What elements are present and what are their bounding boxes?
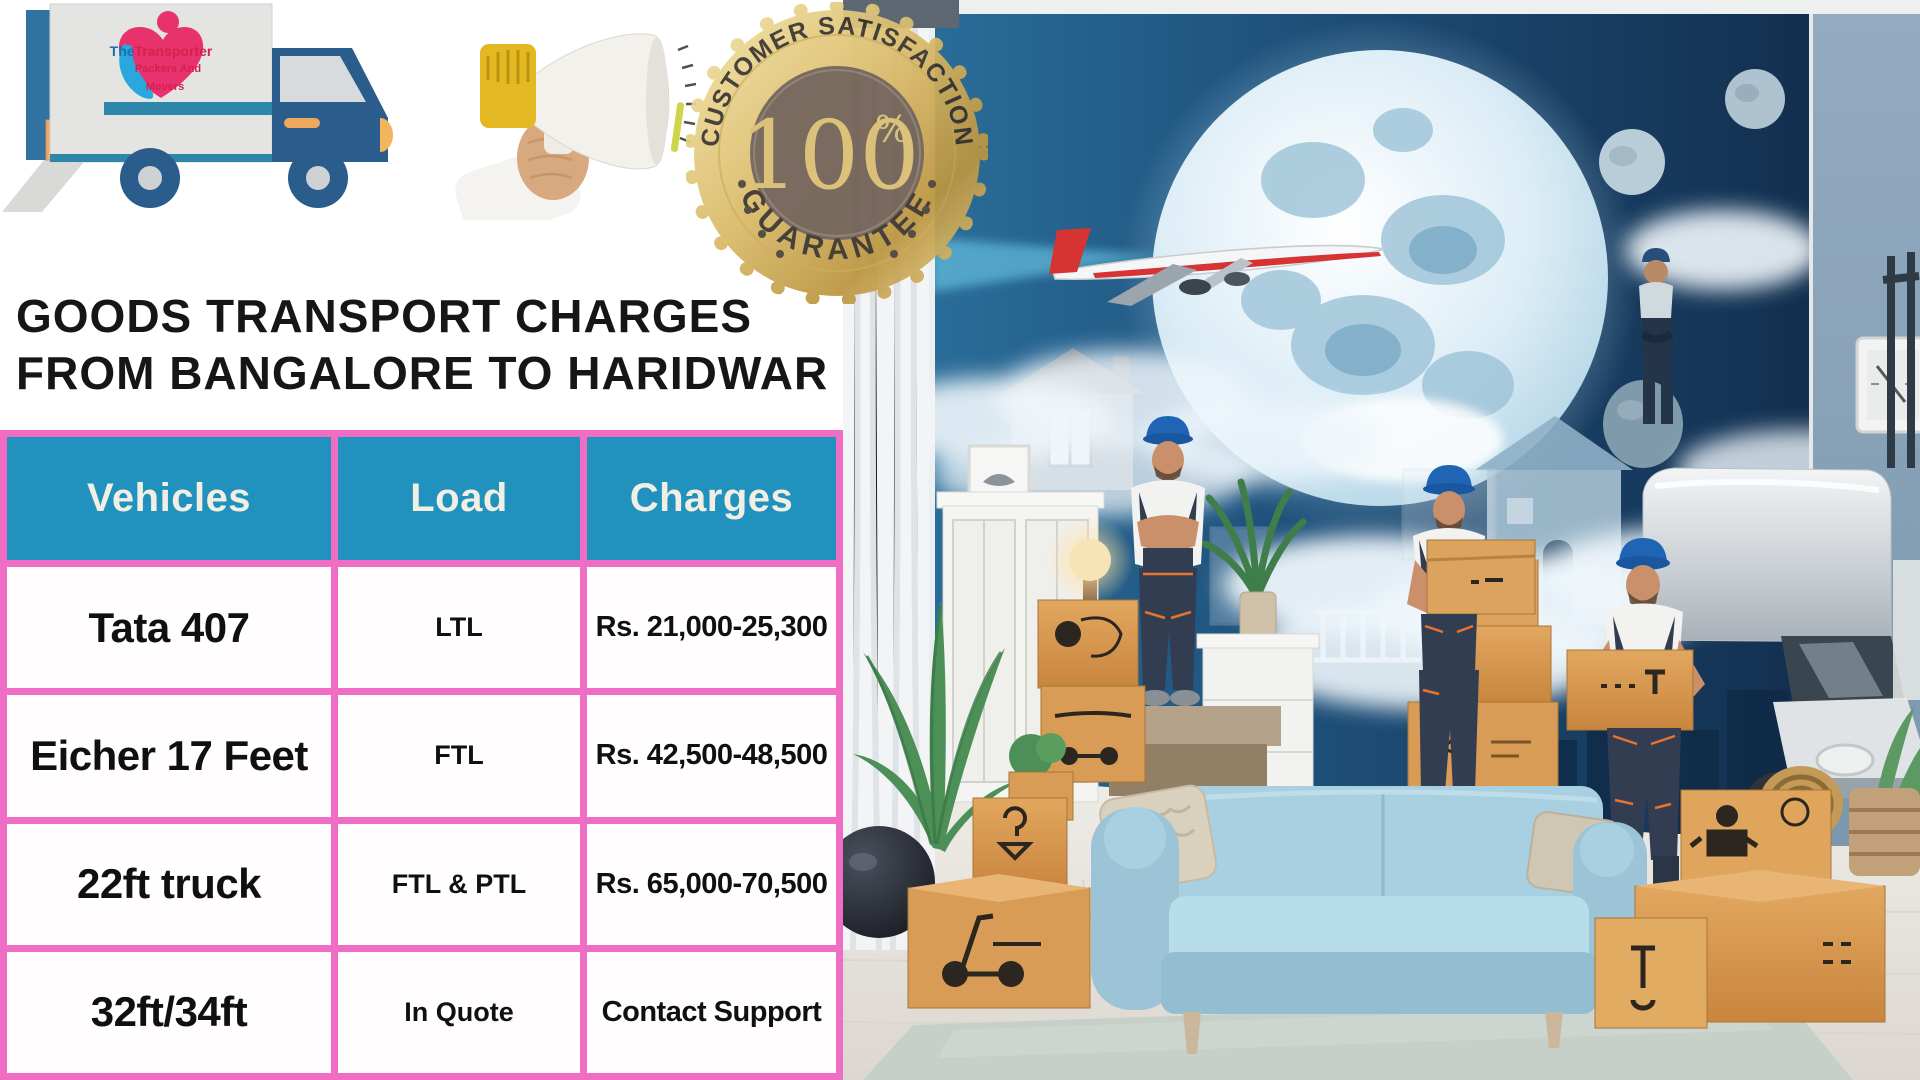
sofa-seat [1169,896,1589,970]
hand-swoosh-icon [119,44,154,99]
svg-text:TheTransporter: TheTransporter [110,43,213,59]
airplane-engine [1179,279,1211,295]
brand-heart-logo: TheTransporter Packers And Movers [110,11,213,99]
carried-box [1426,539,1536,615]
truck-cargo-box [1642,467,1892,643]
airplane-wing [1107,264,1197,306]
cardboard-box [1594,917,1708,1029]
logo-word-the: The [110,43,135,59]
badge-100: 100 [738,101,919,211]
company-truck-logo: TheTransporter Packers And Movers [2,3,393,212]
blue-cap [1426,465,1472,488]
page-title-line1: GOODS TRANSPORT CHARGES [16,290,753,342]
ceiling [843,0,1920,14]
cardboard-box [907,887,1091,1009]
megaphone-icon [455,33,696,220]
sneaker [1170,690,1200,706]
megaphone-illustration [455,33,696,220]
truck-window [280,56,366,102]
scalloped-edge [686,2,988,304]
airplane [1049,228,1385,306]
cardboard-box [1040,685,1146,783]
megaphone-band [480,44,536,128]
roof-rails [1882,252,1920,468]
box-stack-bottom-right [1594,560,1920,1029]
figure-doodle [1689,797,1810,857]
page-title-line2: FROM BANGALORE TO HARIDWAR [16,347,829,399]
face [1433,491,1465,529]
badge-dots [738,180,936,258]
table-cell-vehicle: Eicher 17 Feet [7,695,331,817]
table-header-load: Load [338,437,580,560]
woven-basket [1849,788,1920,876]
moon-craters [1241,108,1514,419]
doodle-boxes [1037,599,1146,783]
truck-headlight [380,118,393,152]
blue-sofa [1091,784,1647,1054]
table-cell-vehicle: 32ft/34ft [7,951,331,1073]
table-cell-charges: Rs. 42,500-48,500 [587,695,836,817]
table-cell-load: FTL & PTL [338,823,580,945]
box-stack-bottom-left [907,797,1091,1009]
table-cell-load: FTL [338,695,580,817]
scooter-doodle [942,913,1041,987]
mover-holding-box [1407,465,1536,804]
table-cell-charges: Contact Support [587,951,836,1073]
light-beam [931,238,1163,292]
satisfaction-guarantee-badge: CUSTOMER SATISFACTION GUARANTEE 100 % [686,2,988,304]
blue-cap [1146,416,1190,438]
table-cell-vehicle: 22ft truck [7,823,331,945]
carried-box [1566,649,1694,731]
badge-center-disc [750,66,924,240]
charges-table: Vehicles Load Charges Tata 407 LTL Rs. 2… [0,430,843,1080]
truck-ramp [2,150,94,212]
tool-doodle [1630,945,1656,1011]
hanger-doodle [996,806,1034,861]
table-cell-charges: Rs. 21,000-25,300 [587,567,836,689]
round-stamp [1780,797,1810,827]
logo-line2: Packers And [135,63,201,75]
sofa-leg [1545,1012,1563,1048]
cloud [1625,210,1809,290]
headlight [1815,743,1875,777]
palm-plant [853,600,1021,852]
beard [1154,466,1182,481]
badge-percent: % [875,110,909,151]
table-cell-vehicle: Tata 407 [7,567,331,689]
overall-pants [1419,670,1479,792]
logo-line3: Movers [146,81,185,93]
table-cell-charges: Rs. 65,000-70,500 [587,823,836,945]
airplane-tail [1049,228,1091,274]
overall-pants [1139,568,1197,690]
sneaker [1140,690,1170,706]
truck-illustration: TheTransporter Packers And Movers [2,3,393,212]
statue-mover [1603,248,1683,468]
moving-scene-illustration [843,0,1920,1080]
sofa-leg [1183,1012,1201,1054]
table-cell-load: LTL [338,567,580,689]
cardboard-box [1037,599,1139,689]
sofa-base [1161,952,1597,1014]
face [1626,565,1660,605]
table-header-vehicles: Vehicles [7,437,331,560]
blue-cap [1619,538,1667,562]
logo-word-transporter: Transporter [135,43,213,59]
potted-plant [1201,478,1307,639]
table-cell-load: In Quote [338,951,580,1073]
page-title: GOODS TRANSPORT CHARGES FROM BANGALORE T… [16,288,856,402]
crossed-arms [1137,515,1199,551]
sound-waves-icon [677,44,696,144]
bird-art [983,474,1015,486]
table-header-charges: Charges [587,437,836,560]
megaphone-horn [532,33,670,170]
lamp-bulb [1069,539,1111,581]
face [1152,441,1184,479]
accent-mark [670,102,685,152]
